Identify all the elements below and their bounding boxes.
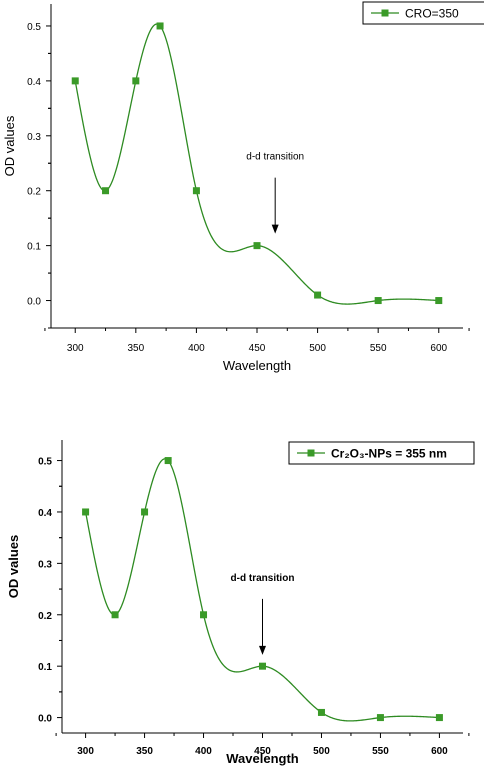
data-point [200, 611, 208, 619]
y-tick-label: 0.3 [38, 559, 52, 570]
legend: CRO=350 [362, 1, 484, 25]
x-tick-label: 550 [372, 746, 389, 757]
legend: Cr₂O₃-NPs = 355 nm [288, 441, 475, 465]
x-tick-label: 350 [136, 746, 153, 757]
x-axis-title: Wavelength [226, 751, 299, 766]
data-point [314, 291, 322, 299]
y-axis-title: OD values [6, 535, 21, 599]
y-tick-label: 0.5 [38, 457, 52, 468]
data-point [435, 297, 443, 305]
data-point [156, 22, 164, 30]
legend-box [288, 441, 475, 465]
y-tick-label: 0.4 [38, 508, 52, 519]
y-tick-label: 0.0 [27, 297, 41, 308]
y-tick-label: 0.5 [27, 22, 41, 33]
series-line [74, 23, 439, 305]
x-tick-label: 450 [249, 343, 266, 354]
y-axis-title: OD values [2, 115, 17, 176]
chart-1: 300 350 400 450 500 550 600 0.0 0.1 0.2 0.3 0.4 0.5 W… [2, 1, 484, 373]
x-tick-label: 300 [67, 343, 84, 354]
annotation-arrowhead [271, 224, 279, 234]
x-tick-label: 400 [195, 746, 212, 757]
data-point [259, 662, 266, 670]
data-point [192, 187, 200, 195]
y-tick-label: 0.4 [27, 77, 41, 88]
data-point [111, 611, 119, 619]
data-point [253, 242, 261, 250]
legend-marker [381, 9, 389, 17]
data-point [435, 714, 443, 722]
x-tick-label: 500 [313, 746, 330, 757]
data-point [132, 77, 140, 85]
legend-label: CRO=350 [405, 7, 459, 21]
data-point [376, 714, 384, 722]
x-tick-label: 300 [77, 746, 94, 757]
legend-box [362, 1, 484, 25]
data-point [164, 457, 172, 465]
x-tick-label: 500 [309, 343, 326, 354]
annotation-text: d-d transition [231, 573, 295, 584]
annotation-arrowhead [259, 645, 266, 655]
data-point [102, 187, 110, 195]
annotation-text: d-d transition [246, 152, 304, 163]
data-point [141, 508, 149, 516]
legend-marker [307, 449, 315, 457]
y-tick-label: 0.2 [38, 611, 52, 622]
chart-2: 300 350 400 450 500 550 600 0.0 0.1 0.2 0.3 0.4 0.5 W… [6, 440, 475, 766]
x-tick-label: 600 [430, 343, 447, 354]
data-point [82, 508, 90, 516]
series-line [84, 458, 440, 722]
y-tick-label: 0.1 [27, 242, 41, 253]
y-tick-label: 0.1 [38, 662, 52, 673]
data-point [71, 77, 79, 85]
x-axis-title: Wavelength [223, 358, 291, 373]
data-point [317, 708, 325, 716]
x-tick-label: 400 [188, 343, 205, 354]
x-tick-label: 600 [431, 746, 448, 757]
data-point [374, 297, 382, 305]
y-tick-label: 0.3 [27, 132, 41, 143]
y-tick-label: 0.0 [38, 714, 52, 725]
legend-label: Cr₂O₃-NPs = 355 nm [331, 447, 447, 461]
x-tick-label: 350 [127, 343, 144, 354]
x-tick-label: 550 [370, 343, 387, 354]
x-tick-label: 450 [254, 746, 271, 757]
y-tick-label: 0.2 [27, 187, 41, 198]
